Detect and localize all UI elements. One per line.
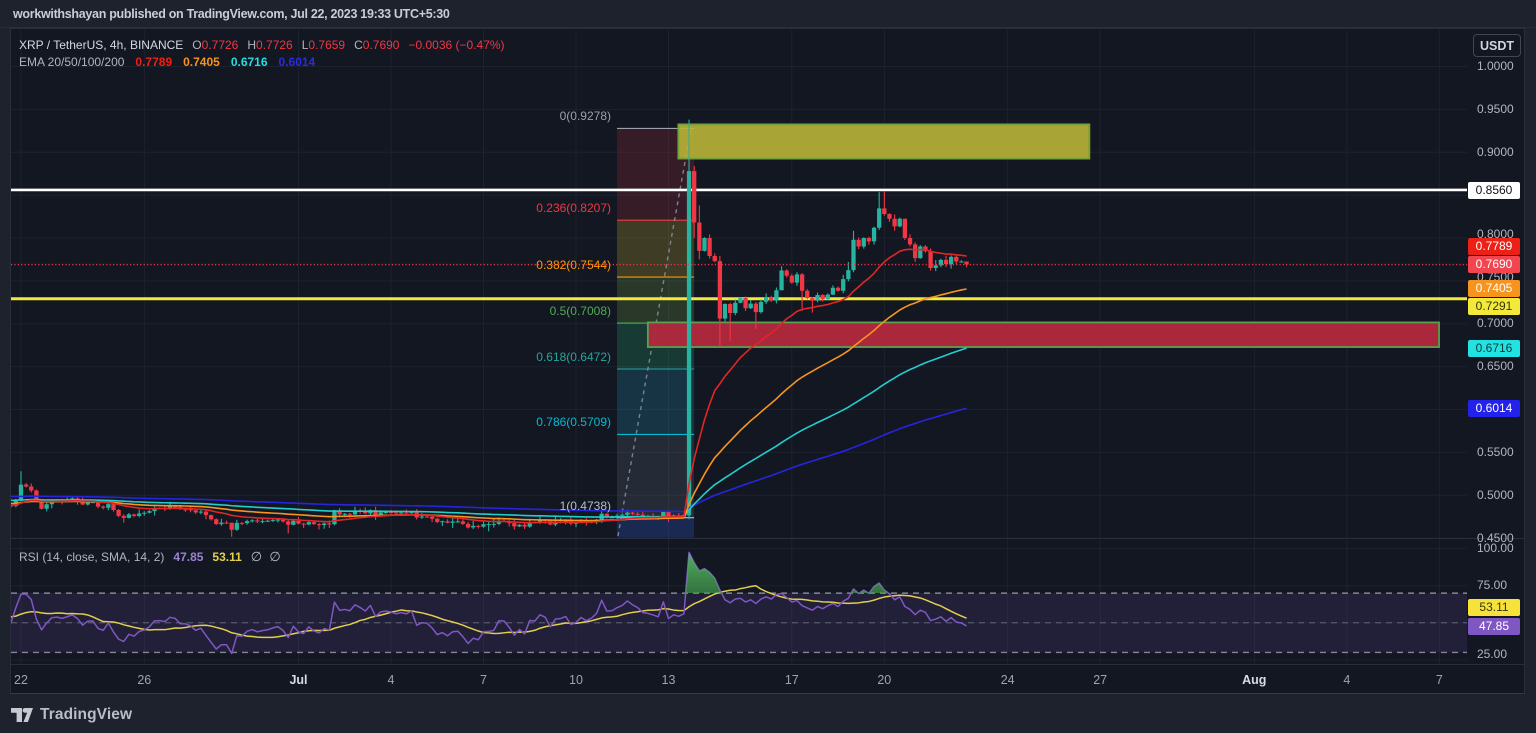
ema-lines	[11, 248, 967, 524]
price-tick-0.6500: 0.6500	[1477, 359, 1514, 374]
time-tick-20: 20	[877, 673, 892, 687]
time-tick-22: 22	[14, 673, 28, 687]
rsi-line	[11, 551, 967, 655]
price-badge-0.6014: 0.6014	[1468, 399, 1520, 417]
time-tick-4: 4	[387, 673, 395, 687]
fib-label-0.5(0.7008): 0.5(0.7008)	[549, 304, 611, 318]
down-wicks	[11, 165, 968, 537]
rsi-sma-line	[11, 585, 967, 639]
symbol-legend: XRP / TetherUS, 4h, BINANCE O0.7726 H0.772…	[19, 38, 505, 53]
price-badge-0.6716: 0.6716	[1468, 339, 1520, 357]
price-tick-1.0000: 1.0000	[1477, 59, 1514, 73]
ema-value: 0.6716	[230, 55, 268, 69]
rsi-pane	[11, 551, 1467, 655]
ohlc-key: C	[354, 38, 363, 52]
fib-trend-line	[617, 128, 692, 537]
price-tick-0.7000: 0.7000	[1477, 316, 1514, 331]
tradingview-logo-icon[interactable]	[11, 708, 33, 722]
publish-bar-text: workwithshayan published on TradingView.…	[13, 7, 450, 21]
rsi-empty-values: ∅ ∅	[250, 549, 281, 564]
rsi-tick-100.00: 100.00	[1477, 541, 1514, 556]
price-tick-0.4500: 0.4500	[1477, 530, 1514, 545]
price-tick-0.5500: 0.5500	[1477, 444, 1514, 459]
fib-label-0.618(0.6472): 0.618(0.6472)	[536, 350, 611, 364]
ema-legend-title: EMA 20/50/100/200	[19, 55, 125, 69]
support-zone	[646, 321, 1440, 348]
pane-borders	[10, 28, 1525, 694]
ohlc-value: 0.7690	[362, 38, 400, 52]
ema-value: 0.6014	[278, 55, 316, 69]
ohlc-key: O	[192, 38, 202, 52]
symbol-title: XRP / TetherUS, 4h, BINANCE	[19, 38, 184, 52]
ema-line-EMA50	[11, 288, 967, 522]
up-bodies	[13, 171, 964, 530]
fib-label-1(0.4738): 1(0.4738)	[559, 498, 611, 513]
drawing-boxes	[646, 123, 1440, 348]
ema-line-EMA100	[11, 347, 967, 518]
time-tick-7: 7	[480, 673, 487, 687]
fib-below-band	[617, 517, 695, 538]
time-tick-17: 17	[784, 673, 799, 687]
ema-line-EMA20	[11, 248, 967, 524]
rsi-badge-47.85: 47.85	[1468, 617, 1520, 635]
ohlc-value: 0.7726	[201, 38, 239, 52]
price-badge-0.7690: 0.7690	[1468, 256, 1520, 274]
time-tick-24: 24	[1000, 673, 1015, 687]
horizontal-lines	[11, 188, 1467, 301]
price-tick-0.9500: 0.9500	[1477, 101, 1514, 116]
price-badge-0.7291: 0.7291	[1468, 298, 1520, 316]
rsi-legend-title: RSI (14, close, SMA, 14, 2)	[19, 550, 165, 564]
time-tick-26: 26	[137, 673, 152, 687]
rsi-band-fill	[11, 593, 1467, 653]
rsi-value: 47.85	[173, 550, 204, 564]
price-badge-0.7405: 0.7405	[1468, 280, 1520, 297]
ohlc-value: 0.7726	[256, 38, 293, 52]
ohlc-key: H	[247, 38, 257, 52]
ohlc-values: O0.7726 H0.7726 L0.7659 C0.7690 −0.0036 (−0.…	[183, 38, 504, 52]
tradingview-footer: TradingView	[11, 704, 132, 726]
currency-toggle-button[interactable]: USDT	[1473, 34, 1521, 57]
time-tick-4: 4	[1343, 673, 1351, 687]
price-tick-0.9000: 0.9000	[1477, 144, 1514, 159]
time-tick-Jul: Jul	[289, 673, 308, 687]
tradingview-logo-text[interactable]: TradingView	[40, 706, 133, 723]
ema-legend: EMA 20/50/100/200 0.7789 0.7405 0.6716 0.601…	[19, 55, 315, 70]
price-badge-0.7789: 0.7789	[1468, 237, 1520, 255]
price-tick-0.5000: 0.5000	[1477, 487, 1514, 502]
ohlc-key: L	[301, 38, 309, 52]
time-tick-10: 10	[569, 673, 583, 687]
fib-label-0.786(0.5709): 0.786(0.5709)	[536, 415, 611, 430]
rsi-tick-75.00: 75.00	[1477, 578, 1508, 593]
fib-label-0.236(0.8207): 0.236(0.8207)	[536, 201, 611, 216]
time-tick-27: 27	[1093, 673, 1108, 687]
price-tick-0.8000: 0.8000	[1477, 226, 1514, 241]
rsi-overbought-fill	[685, 552, 889, 594]
resistance-zone	[677, 123, 1091, 160]
rsi-value: 53.11	[212, 550, 242, 564]
rsi-badge-53.11: 53.11	[1468, 599, 1520, 616]
ema-value: 0.7789	[135, 55, 173, 69]
time-tick-Aug: Aug	[1242, 673, 1267, 687]
time-tick-13: 13	[661, 673, 676, 687]
down-bodies	[11, 171, 969, 530]
change-value: −0.0036 (−0.47%)	[408, 38, 505, 52]
price-badge-0.8560: 0.8560	[1468, 181, 1520, 199]
ema-line-EMA200	[11, 407, 967, 513]
rsi-legend: RSI (14, close, SMA, 14, 2) 47.85 53.11 ∅ ∅	[19, 549, 281, 565]
fib-label-0.382(0.7544): 0.382(0.7544)	[536, 258, 611, 273]
publish-bar: workwithshayan published on TradingView.…	[0, 0, 1536, 28]
ohlc-value: 0.7659	[308, 38, 346, 52]
fib-label-0(0.9278): 0(0.9278)	[559, 109, 611, 124]
ema-value: 0.7405	[183, 55, 220, 69]
time-tick-7: 7	[1435, 673, 1443, 687]
rsi-tick-25.00: 25.00	[1477, 647, 1508, 662]
